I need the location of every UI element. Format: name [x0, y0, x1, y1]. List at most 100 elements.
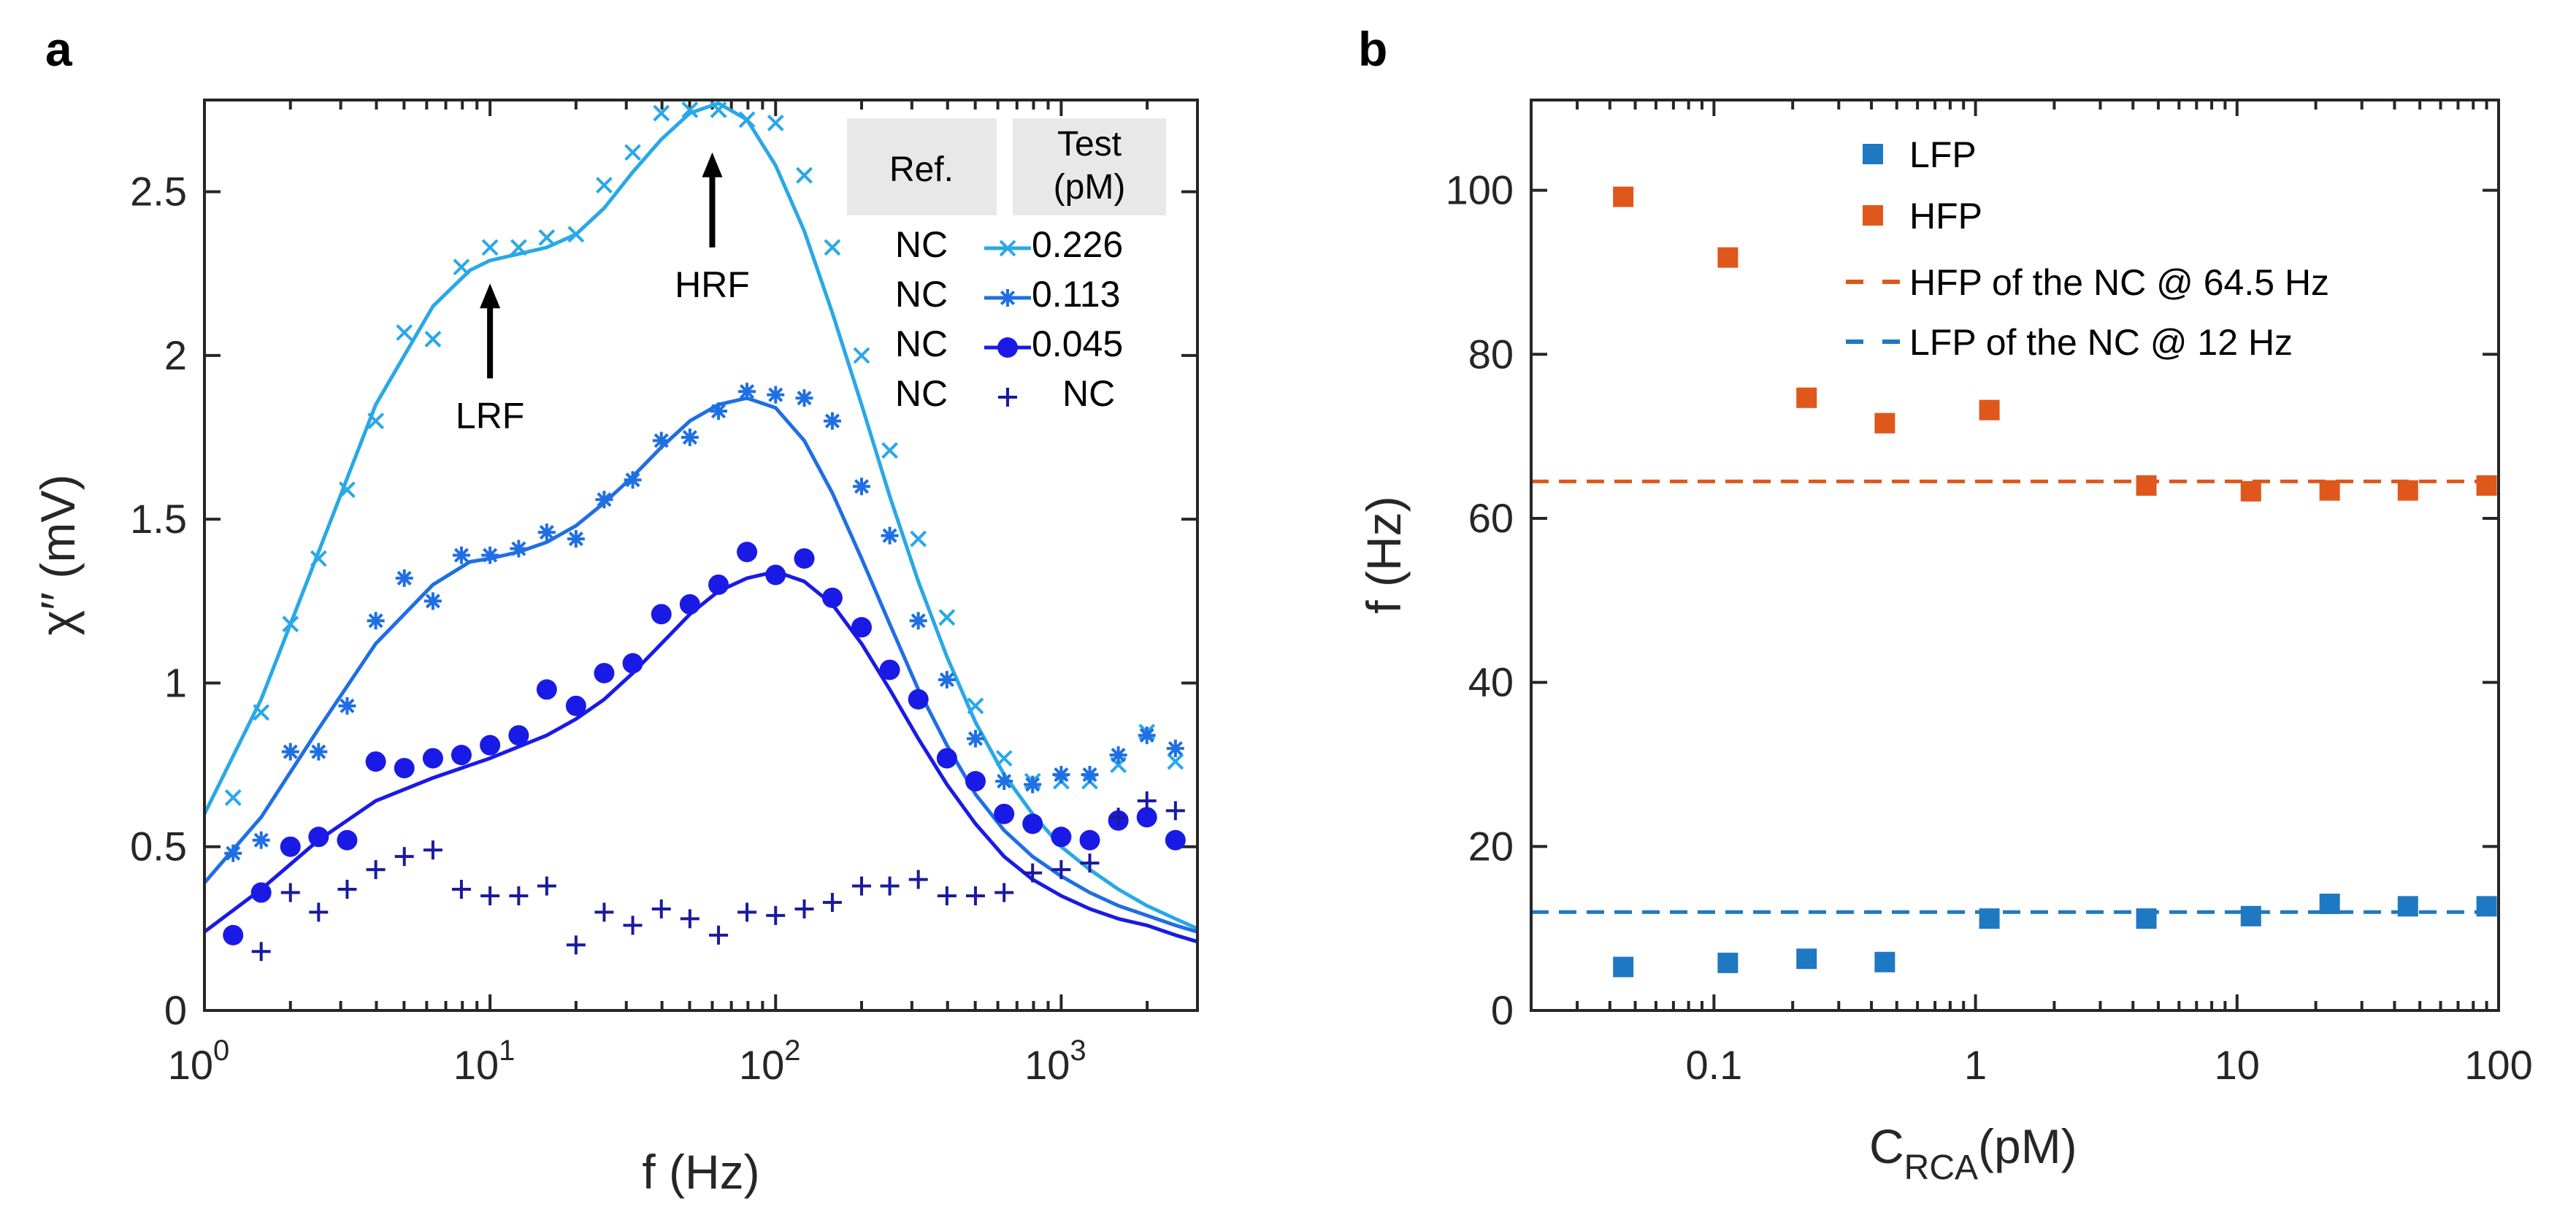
data-point-0.045 [394, 758, 415, 779]
b-y-tick-label: 0 [1491, 987, 1514, 1033]
data-point-LFP [1717, 952, 1739, 973]
legend-row-2-test: 0.113 [1032, 274, 1120, 315]
data-point-LFP [2240, 905, 2261, 926]
data-point-NC [366, 860, 386, 880]
data-point-0.045 [422, 748, 443, 769]
data-point-0.045 [1022, 813, 1043, 835]
data-point-0.045 [508, 725, 529, 746]
data-point-NC [566, 935, 586, 955]
legend-hfp-nc-label: HFP of the NC @ 64.5 Hz [1909, 262, 2329, 303]
data-point-0.113 [1081, 766, 1099, 784]
data-point-0.113 [1138, 726, 1156, 745]
data-point-HFP [1796, 387, 1817, 408]
data-point-0.113 [338, 697, 356, 715]
data-point-0.045 [365, 751, 386, 772]
data-point-0.045 [1079, 829, 1100, 851]
data-point-0.113 [995, 772, 1013, 791]
a-x-tick-label-exp: 3 [1070, 1035, 1086, 1067]
data-point-0.045 [737, 542, 758, 563]
data-point-0.226 [339, 481, 356, 499]
data-point-0.226 [796, 166, 813, 184]
data-point-NC [965, 886, 985, 906]
a-x-tick-label-base: 10 [1024, 1042, 1070, 1088]
data-point-0.113 [909, 612, 927, 630]
data-point-0.045 [565, 695, 586, 716]
b-y-tick-label: 20 [1468, 823, 1514, 869]
data-point-NC [280, 883, 300, 902]
data-point-NC [1080, 853, 1100, 873]
b-x-tick-label: 10 [2215, 1042, 2260, 1088]
data-point-0.045 [765, 564, 786, 586]
panel-b-ticks [1530, 100, 2500, 1012]
data-point-LFP [1979, 908, 2000, 929]
lrf-annotation: LRF [456, 395, 524, 436]
data-point-NC [880, 876, 900, 896]
a-x-tick-label-exp: 0 [213, 1035, 229, 1067]
data-point-0.113 [537, 523, 556, 542]
data-point-HFP [2136, 475, 2157, 496]
legend-marker [997, 337, 1018, 358]
a-x-tick-label-exp: 1 [499, 1035, 515, 1067]
data-point-NC [623, 916, 643, 935]
a-y-tick-label: 2 [164, 332, 187, 378]
data-point-0.045 [622, 653, 643, 674]
data-point-0.226 [596, 177, 613, 194]
legend-lfp-symbol [1863, 144, 1883, 164]
data-point-NC [1165, 801, 1185, 821]
data-point-HFP [2240, 480, 2261, 502]
panel-a-annotations: LRF HRF [456, 152, 750, 436]
data-point-LFP [2397, 896, 2418, 917]
data-point-0.045 [851, 617, 872, 638]
data-point-0.045 [821, 587, 843, 608]
data-point-0.226 [538, 229, 556, 246]
legend-row-1-ref: NC [895, 224, 948, 265]
data-point-HFP [1613, 186, 1634, 207]
data-point-NC [680, 909, 699, 929]
hrf-annotation: HRF [675, 264, 750, 305]
legend-row-2-symbol [984, 289, 1031, 307]
data-point-0.045 [679, 594, 700, 615]
data-point-HFP [2397, 480, 2418, 501]
data-point-0.226 [938, 609, 956, 626]
data-point-0.113 [395, 569, 413, 587]
b-y-tick-label: 80 [1468, 331, 1514, 377]
data-point-0.226 [710, 101, 727, 118]
data-point-NC [309, 902, 329, 922]
data-point-NC [423, 840, 442, 860]
data-point-0.045 [223, 924, 244, 945]
data-point-NC [766, 905, 786, 925]
data-point-0.113 [767, 385, 785, 404]
data-point-HFP [1979, 399, 2000, 421]
legend-header-test-unit: (pM) [1054, 168, 1126, 207]
data-point-0.113 [966, 729, 984, 748]
data-point-0.226 [910, 530, 927, 548]
data-point-0.045 [708, 574, 729, 595]
data-point-NC [594, 902, 614, 922]
data-point-0.226 [653, 104, 670, 122]
data-point-0.045 [936, 748, 957, 769]
data-point-0.113 [481, 546, 499, 564]
data-point-0.113 [595, 491, 613, 509]
legend-row-1-test: 0.226 [1032, 224, 1123, 265]
data-point-NC [651, 899, 671, 918]
data-point-0.113 [938, 670, 956, 688]
data-point-0.226 [282, 615, 299, 633]
legend-header-test-cell [1013, 118, 1166, 215]
legend-header-ref-cell [847, 118, 997, 215]
data-point-LFP [1613, 956, 1634, 978]
data-point-NC [1023, 863, 1043, 883]
data-point-NC [737, 902, 757, 922]
data-point-0.113 [224, 844, 242, 862]
legend-marker [999, 239, 1016, 257]
data-point-LFP [1796, 948, 1817, 970]
data-point-0.045 [1165, 829, 1186, 851]
data-point-0.226 [767, 114, 784, 131]
a-x-tick-label-base: 10 [739, 1042, 784, 1088]
data-point-0.045 [308, 826, 329, 848]
data-point-0.045 [965, 771, 986, 792]
legend-row-4-test: NC [1062, 373, 1115, 414]
legend-header-test: Test [1057, 125, 1122, 164]
a-y-tick-label: 1.5 [130, 496, 187, 542]
